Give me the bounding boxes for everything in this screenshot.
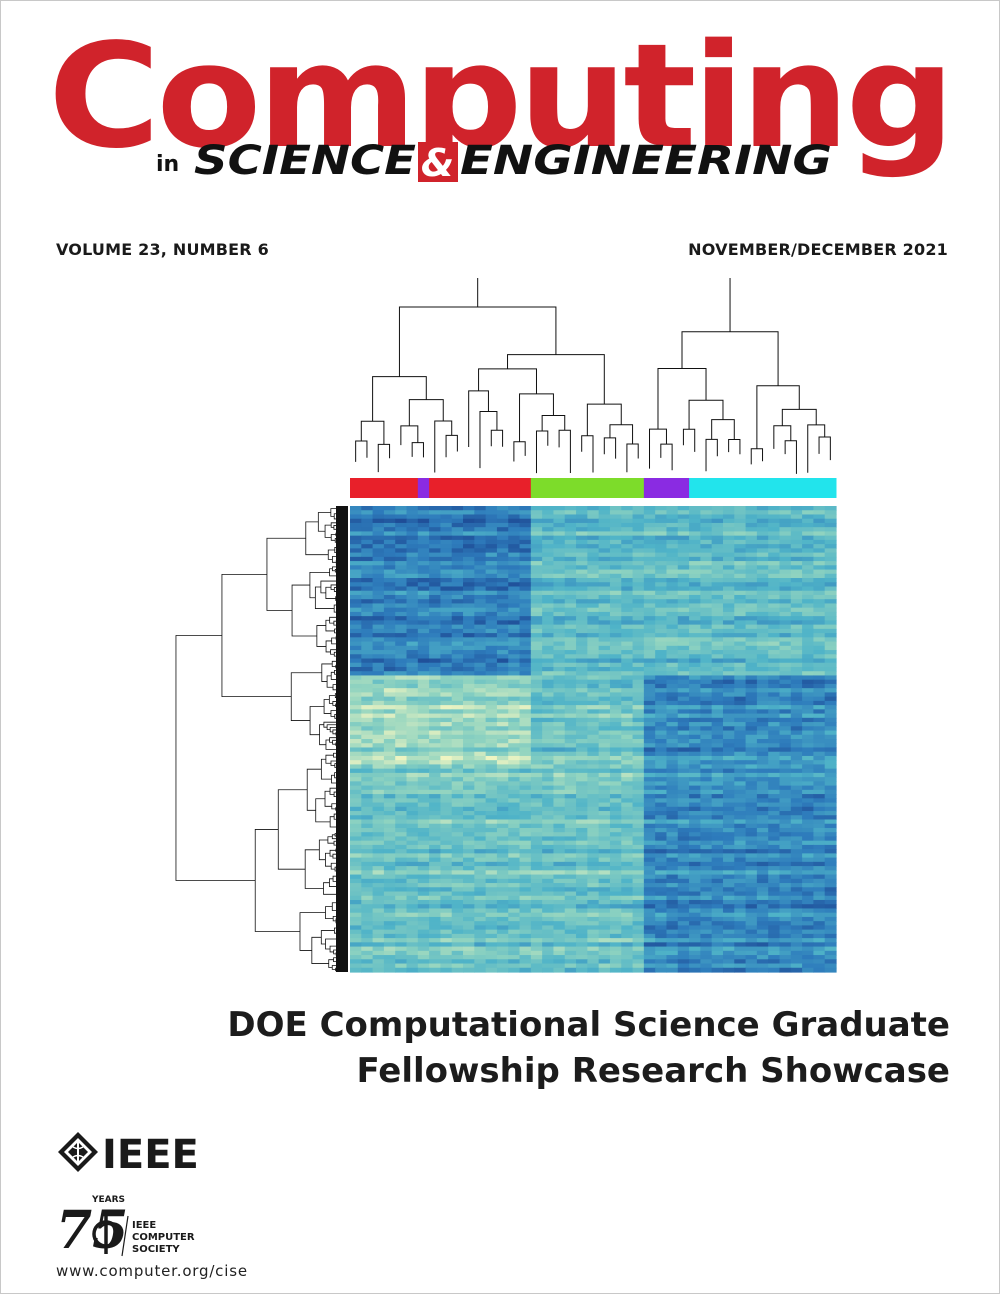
cs-line-3: SOCIETY (132, 1244, 180, 1255)
column-group-band (350, 478, 837, 498)
cover-heatmap-figure (140, 231, 840, 978)
heatmap-cells (350, 506, 837, 973)
phi-icon (92, 1216, 120, 1254)
ieee-logo: IEEE (56, 1130, 226, 1178)
row-dendrogram (175, 506, 346, 972)
issue-volume: VOLUME 23, NUMBER 6 (56, 240, 269, 259)
masthead-title: Computing (48, 28, 951, 180)
column-group-3 (530, 478, 645, 498)
masthead-engineering: ENGINEERING (460, 138, 832, 184)
column-dendrogram (355, 231, 831, 474)
cs-line-1: IEEE (132, 1220, 156, 1231)
heatmap-svg (175, 231, 837, 973)
masthead-in: in (156, 152, 179, 177)
amp-box (418, 142, 458, 182)
website-url[interactable]: www.computer.org/cise (56, 1262, 248, 1280)
headline-line-1: DOE Computational Science Graduate (227, 1005, 950, 1045)
issue-date: NOVEMBER/DECEMBER 2021 (688, 240, 948, 259)
headline-line-2: Fellowship Research Showcase (356, 1051, 950, 1091)
column-group-2 (429, 478, 532, 498)
masthead-science: SCIENCE (194, 138, 416, 184)
cs-line-2: COMPUTER (132, 1232, 195, 1243)
ieee-wordmark: IEEE (102, 1132, 199, 1178)
cs-years-label: YEARS (91, 1195, 125, 1205)
masthead: Computing in SCIENCE & ENGINEERING (48, 28, 953, 188)
ieee-diamond-icon (58, 1132, 98, 1172)
masthead-amp: & (421, 141, 454, 185)
column-group-5 (689, 478, 837, 498)
row-dendrogram-leaves (336, 506, 348, 972)
computer-society-logo: 75 YEARS IEEE COMPUTER SOCIETY (56, 1190, 256, 1261)
cover-headline: DOE Computational Science Graduate Fello… (190, 1002, 950, 1094)
column-group-4 (643, 478, 690, 498)
column-group-1 (417, 478, 430, 498)
column-group-0 (350, 478, 419, 498)
